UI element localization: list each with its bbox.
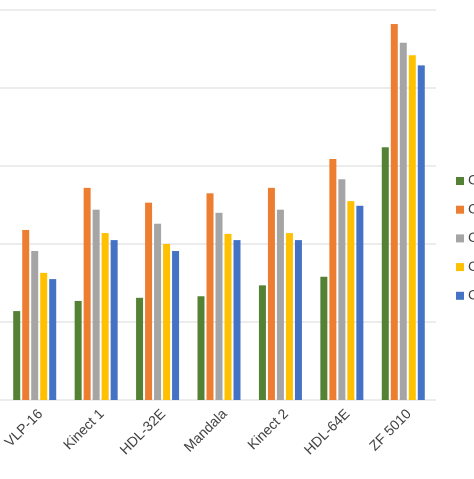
x-tick-label: HDL-64E <box>301 405 353 457</box>
bar <box>381 147 389 400</box>
x-tick-label: Kinect 1 <box>60 405 107 452</box>
bar <box>172 251 180 400</box>
legend-label: C <box>468 258 474 274</box>
bar <box>40 272 48 400</box>
bar <box>22 229 30 400</box>
bar <box>206 193 214 400</box>
bar <box>224 233 232 400</box>
bar <box>267 187 275 400</box>
bar <box>276 209 284 400</box>
bar <box>347 201 355 400</box>
bar <box>294 240 302 400</box>
legend-swatch <box>456 177 464 185</box>
bar <box>101 233 109 400</box>
bar <box>417 65 425 400</box>
bar <box>329 158 337 400</box>
legend-label: C <box>468 229 474 245</box>
bar <box>356 205 364 400</box>
x-tick-label: VLP-16 <box>1 405 45 449</box>
bar <box>74 300 82 400</box>
bar <box>163 244 171 400</box>
bar <box>390 24 398 400</box>
bar <box>320 276 328 400</box>
legend-label: C <box>468 287 474 303</box>
bar <box>215 212 223 400</box>
bar <box>83 187 91 400</box>
bar <box>145 202 153 400</box>
x-tick-label: ZF 5010 <box>366 405 414 453</box>
bar <box>408 55 416 401</box>
legend-label: C <box>468 200 474 216</box>
bar <box>285 233 293 400</box>
bar <box>338 179 346 400</box>
bar <box>233 240 241 400</box>
x-tick-label: Mandala <box>180 405 229 454</box>
legend-swatch <box>456 234 464 243</box>
bar <box>92 209 100 400</box>
bar <box>136 297 144 400</box>
x-tick-label: Kinect 2 <box>244 405 291 452</box>
bar <box>49 279 57 400</box>
x-tick-label: HDL-32E <box>116 405 168 457</box>
legend-swatch <box>456 205 464 214</box>
bar <box>31 251 39 400</box>
bar <box>399 42 407 400</box>
bar <box>197 296 205 400</box>
legend-swatch <box>456 263 464 272</box>
bar <box>258 285 266 400</box>
bar <box>110 240 118 400</box>
bar <box>13 311 21 400</box>
legend-swatch <box>456 291 464 300</box>
legend-label: C <box>468 172 474 188</box>
bar <box>154 223 162 400</box>
